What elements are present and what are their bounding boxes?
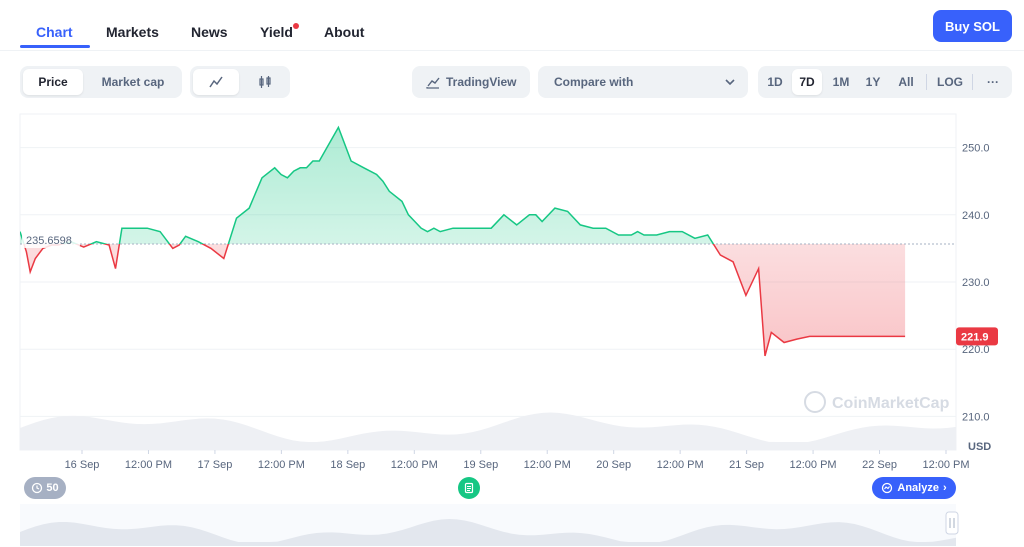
baseline-value: 235.6598 [26, 235, 72, 247]
y-tick-label: 250.0 [962, 143, 990, 155]
x-tick-label: 12:00 PM [790, 459, 837, 471]
x-tick-label: 12:00 PM [125, 459, 172, 471]
price-lines [20, 125, 906, 357]
x-tick-label: 12:00 PM [657, 459, 704, 471]
y-axis: 250.0 240.0 230.0 220.0 210.0 [962, 143, 990, 424]
tab-about[interactable]: About [324, 24, 365, 40]
price-option[interactable]: Price [23, 69, 83, 95]
analyze-icon [882, 482, 893, 494]
active-tab-indicator [20, 45, 90, 48]
trend-icon [426, 77, 440, 89]
cmc-logo-icon [804, 391, 826, 413]
history-button[interactable]: 50 [24, 477, 66, 499]
candle-chart-option[interactable] [242, 69, 288, 95]
range-1m[interactable]: 1M [832, 75, 850, 89]
x-tick-label: 19 Sep [463, 459, 498, 471]
tab-markets[interactable]: Markets [106, 24, 159, 40]
x-tick-label: 12:00 PM [922, 459, 969, 471]
analyze-button[interactable]: Analyze › [872, 477, 956, 499]
y-tick-label: 230.0 [962, 277, 990, 289]
price-area-fills [20, 127, 906, 356]
top-nav: Chart Markets News Yield About Buy SOL [0, 0, 1024, 51]
tab-yield[interactable]: Yield [260, 24, 293, 40]
x-axis: 16 Sep 12:00 PM 17 Sep 12:00 PM 18 Sep 12:00 … [65, 450, 970, 471]
log-scale-toggle[interactable]: LOG [937, 75, 963, 89]
coinmarketcap-watermark: CoinMarketCap [804, 391, 950, 413]
navigator-area [20, 519, 956, 546]
current-price-value: 221.9 [961, 331, 989, 343]
document-icon [464, 482, 474, 494]
line-chart-option[interactable] [193, 69, 239, 95]
range-all[interactable]: All [898, 75, 914, 89]
x-tick-label: 17 Sep [197, 459, 232, 471]
chevron-right-icon: › [942, 482, 947, 494]
x-tick-label: 16 Sep [65, 459, 100, 471]
tradingview-label: TradingView [446, 75, 517, 89]
x-tick-label: 12:00 PM [391, 459, 438, 471]
notification-dot [293, 23, 299, 29]
tab-chart[interactable]: Chart [36, 24, 73, 40]
baseline-label: 235.6598 [22, 231, 80, 248]
line-chart-icon [209, 76, 223, 88]
time-range-group: 1D 7D 1M 1Y All LOG ··· [758, 66, 1012, 98]
volume-area [20, 412, 956, 450]
marketcap-option[interactable]: Market cap [101, 75, 165, 89]
compare-select[interactable]: Compare with [538, 66, 748, 98]
tab-news[interactable]: News [191, 24, 228, 40]
x-tick-label: 21 Sep [729, 459, 764, 471]
range-1y[interactable]: 1Y [865, 75, 881, 89]
range-1d[interactable]: 1D [767, 75, 783, 89]
price-line-down [23, 243, 906, 357]
candlestick-icon [259, 76, 271, 88]
chevron-down-icon [725, 79, 735, 86]
price-chart: 250.0 240.0 230.0 220.0 210.0 USD 16 Sep 12:0… [19, 113, 998, 546]
navigator-series [20, 519, 956, 546]
price-line-up [20, 125, 715, 244]
volume-bars [20, 412, 956, 450]
y-tick-label: 240.0 [962, 210, 990, 222]
y-axis-unit: USD [968, 441, 991, 453]
x-tick-label: 18 Sep [330, 459, 365, 471]
chart-type-toggle [190, 66, 290, 98]
range-divider-2 [972, 74, 973, 90]
news-marker-button[interactable] [458, 477, 480, 499]
watermark-text: CoinMarketCap [832, 395, 950, 412]
analyze-label: Analyze [897, 482, 939, 494]
navigator-handle[interactable] [945, 511, 959, 535]
y-tick-label: 210.0 [962, 411, 990, 423]
compare-label: Compare with [554, 75, 634, 89]
x-tick-label: 22 Sep [862, 459, 897, 471]
history-icon [32, 482, 43, 494]
more-options-button[interactable]: ··· [987, 75, 999, 89]
range-7d[interactable]: 7D [792, 69, 822, 95]
y-tick-label: 220.0 [962, 344, 990, 356]
history-count: 50 [46, 482, 59, 494]
buy-button[interactable]: Buy SOL [933, 10, 1012, 42]
range-divider [926, 74, 927, 90]
current-price-badge: 221.9 [956, 327, 998, 346]
x-tick-label: 20 Sep [596, 459, 631, 471]
tradingview-button[interactable]: TradingView [412, 66, 530, 98]
price-marketcap-toggle: Price Market cap [20, 66, 182, 98]
x-tick-label: 12:00 PM [258, 459, 305, 471]
x-tick-label: 12:00 PM [524, 459, 571, 471]
